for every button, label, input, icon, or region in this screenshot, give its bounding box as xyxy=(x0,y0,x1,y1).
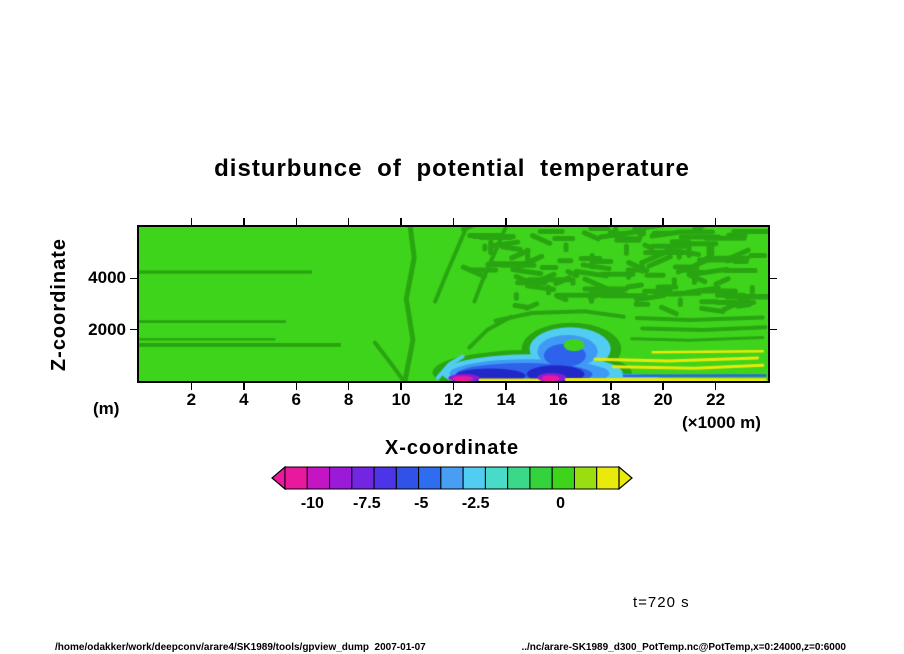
colorbar-tick-label: -7.5 xyxy=(353,495,381,512)
colorbar-labels: -10 -7.5 -5 -2.5 0 xyxy=(285,495,619,515)
x-tick-label: 14 xyxy=(496,390,516,409)
colorbar-segment xyxy=(395,466,420,490)
z-tick-left xyxy=(130,328,137,331)
x-tick-bottom xyxy=(243,383,245,390)
x-tick-label: 4 xyxy=(239,390,249,409)
colorbar-segment xyxy=(507,466,531,490)
plot-area xyxy=(130,218,777,390)
x-tick-bottom xyxy=(505,383,507,390)
x-tick-top xyxy=(714,218,717,225)
x-tick-bottom xyxy=(347,383,350,390)
page-title: disturbunce of potential temperature xyxy=(214,155,690,182)
z-tick-right xyxy=(770,328,777,331)
colorbar-segment xyxy=(329,466,353,490)
temperature-field-canvas xyxy=(139,227,768,381)
x-tick-top xyxy=(610,218,612,225)
colorbar-segment xyxy=(462,466,486,490)
x-tick-label: 12 xyxy=(444,390,463,409)
x-tick-top xyxy=(347,218,350,225)
x-tick-bottom xyxy=(557,383,560,390)
x-tick-bottom xyxy=(295,383,297,390)
x-tick-label: 16 xyxy=(548,390,568,409)
footer-left: /home/odakker/work/deepconv/arare4/SK198… xyxy=(55,642,426,653)
colorbar-segment xyxy=(440,466,464,490)
time-annotation: t=720 s xyxy=(633,594,690,611)
z-tick-right xyxy=(770,277,777,280)
colorbar-segment xyxy=(484,466,509,490)
colorbar-tick-label: 0 xyxy=(556,495,565,512)
colorbar-segment xyxy=(373,466,397,490)
x-tick-label: 2 xyxy=(186,390,197,409)
footer-right: ../nc/arare-SK1989_d300_PotTemp.nc@PotTe… xyxy=(521,642,846,653)
x-tick-label: 22 xyxy=(706,390,726,409)
x-tick-label: 8 xyxy=(343,390,354,409)
z-tick-label: 4000 xyxy=(88,268,126,288)
x-tick-top xyxy=(243,218,245,225)
x-axis-title: X-coordinate xyxy=(384,437,520,459)
x-tick-top xyxy=(400,218,402,225)
colorbar-segment xyxy=(551,466,575,490)
colorbar-segment xyxy=(351,466,375,490)
colorbar-segment xyxy=(306,466,331,490)
colorbar-segment xyxy=(418,466,442,490)
y-axis-unit: (m) xyxy=(93,399,120,418)
colorbar xyxy=(271,466,633,490)
colorbar-arrow-left xyxy=(271,466,286,490)
colorbar-tick-label: -5 xyxy=(414,495,429,512)
colorbar-segment xyxy=(573,466,598,490)
x-tick-label: 18 xyxy=(601,390,621,409)
x-tick-label: 10 xyxy=(391,390,411,409)
z-tick-left xyxy=(130,277,137,280)
x-tick-bottom xyxy=(714,383,717,390)
colorbar-tick-label: -2.5 xyxy=(461,495,490,512)
x-tick-top xyxy=(295,218,297,225)
z-tick-label: 2000 xyxy=(88,319,126,339)
x-tick-bottom xyxy=(400,383,402,390)
x-tick-bottom xyxy=(610,383,612,390)
x-tick-top xyxy=(190,218,193,225)
x-tick-top xyxy=(662,218,664,225)
colorbar-tick-label: -10 xyxy=(300,495,324,512)
colorbar-segment xyxy=(529,466,553,490)
x-tick-label: 6 xyxy=(291,390,301,409)
colorbar-arrow-right xyxy=(618,466,633,490)
x-tick-label: 20 xyxy=(653,390,673,409)
y-axis-title: Z-coordinate xyxy=(44,225,76,383)
x-tick-top xyxy=(452,218,455,225)
colorbar-segment xyxy=(284,466,308,490)
x-axis-unit: (×1000 m) xyxy=(682,413,761,432)
colorbar-segment xyxy=(596,466,620,490)
x-tick-top xyxy=(505,218,507,225)
x-tick-top xyxy=(557,218,560,225)
y-axis-title-text: Z-coordinate xyxy=(48,237,71,371)
x-tick-bottom xyxy=(662,383,664,390)
x-tick-bottom xyxy=(452,383,455,390)
x-tick-bottom xyxy=(190,383,193,390)
